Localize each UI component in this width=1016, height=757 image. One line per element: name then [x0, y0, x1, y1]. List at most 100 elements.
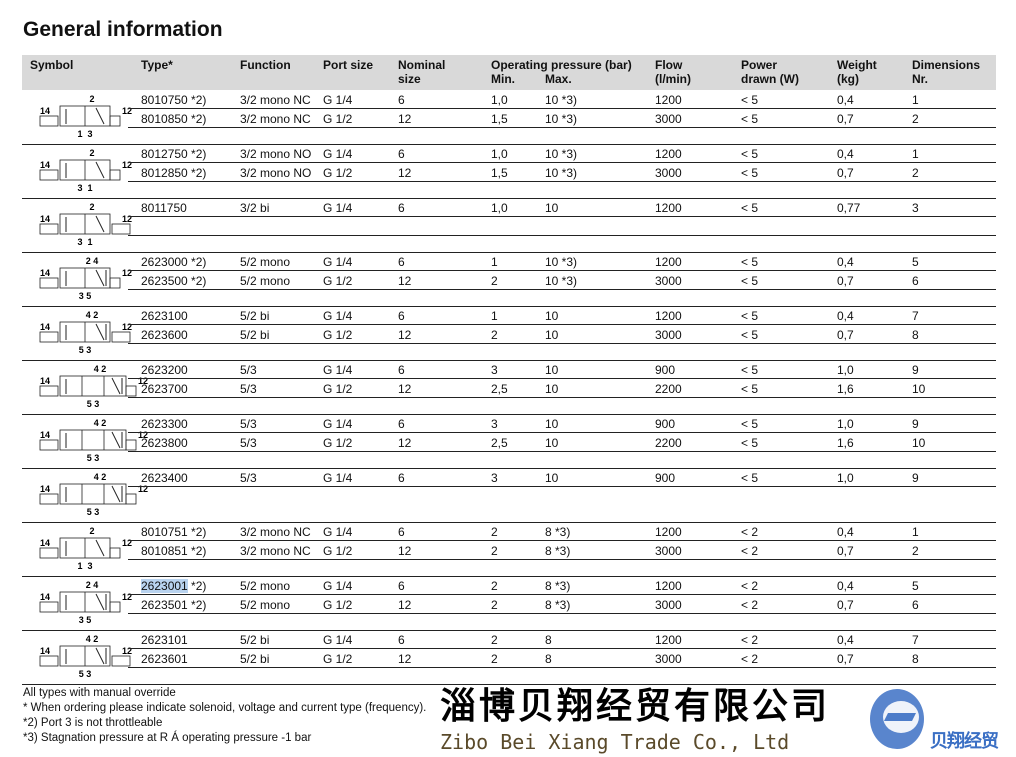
- svg-text:14: 14: [40, 592, 50, 602]
- svg-text:4 2: 4 2: [94, 472, 107, 482]
- valve-symbol-icon: 2 14 12 1 3: [39, 526, 134, 577]
- dim-value: 1: [912, 147, 919, 161]
- cell-power: < 5: [741, 147, 758, 161]
- flow-value: 1200: [655, 201, 682, 215]
- cell-max: 8 *3): [545, 544, 570, 558]
- dim-value: 7: [912, 309, 919, 323]
- cell-nominal: 6: [398, 147, 405, 161]
- cell-function: 5/2 mono: [240, 579, 290, 593]
- cell-nominal: 12: [398, 652, 411, 666]
- cell-function: 3/2 mono NC: [240, 112, 311, 126]
- cell-flow: 3000: [655, 112, 682, 126]
- cell-max: 8 *3): [545, 598, 570, 612]
- cell-max: 10 *3): [545, 147, 577, 161]
- cell-power: < 5: [741, 112, 758, 126]
- cell-port: G 1/4: [323, 633, 352, 647]
- function-value: 5/3: [240, 417, 257, 431]
- svg-text:5 3: 5 3: [79, 669, 92, 679]
- cell-flow: 3000: [655, 598, 682, 612]
- cell-weight: 0,4: [837, 309, 854, 323]
- cell-dim: 7: [912, 309, 919, 323]
- power-value: < 5: [741, 436, 759, 450]
- svg-text:14: 14: [40, 376, 50, 386]
- type-suffix: *2): [187, 579, 207, 593]
- cell-port: G 1/2: [323, 274, 352, 288]
- flow-value: 1200: [655, 633, 682, 647]
- weight-value: 0,7: [837, 166, 854, 180]
- valve-group: 4 2 14 12 5 3 2623101 5/2 bi G 1/4 6 2 8 1200 < 2 0,…: [22, 630, 996, 685]
- cell-nominal: 6: [398, 525, 405, 539]
- weight-value: 1,6: [837, 436, 854, 450]
- cell-max: 10: [545, 201, 558, 215]
- valve-symbol-icon: 2 14 12 3 1: [39, 202, 134, 253]
- flow-value: 3000: [655, 652, 682, 666]
- svg-text:4 2: 4 2: [94, 418, 107, 428]
- cell-function: 3/2 mono NO: [240, 147, 311, 161]
- cell-port: G 1/2: [323, 436, 352, 450]
- cell-dim: 2: [912, 112, 919, 126]
- port-value: G 1/4: [323, 201, 353, 215]
- cell-weight: 0,4: [837, 255, 854, 269]
- svg-text:14: 14: [40, 268, 50, 278]
- port-value: G 1/2: [323, 598, 353, 612]
- nominal-value: 12: [398, 544, 412, 558]
- svg-text:5 3: 5 3: [87, 453, 100, 463]
- cell-function: 3/2 mono NO: [240, 166, 311, 180]
- flow-value: 2200: [655, 382, 682, 396]
- weight-value: 1,6: [837, 382, 854, 396]
- cell-weight: 0,4: [837, 525, 854, 539]
- nominal-value: 12: [398, 166, 412, 180]
- cell-power: < 5: [741, 363, 758, 377]
- flow-value: 900: [655, 471, 676, 485]
- svg-text:1 3: 1 3: [77, 561, 92, 571]
- cell-type: 2623200: [141, 363, 188, 377]
- cell-power: < 5: [741, 382, 758, 396]
- cell-dim: 9: [912, 471, 919, 485]
- cell-flow: 1200: [655, 309, 682, 323]
- cell-weight: 0,4: [837, 147, 854, 161]
- power-value: < 5: [741, 201, 759, 215]
- nominal-value: 12: [398, 328, 412, 342]
- min-value: 1: [491, 255, 498, 269]
- cell-flow: 1200: [655, 147, 682, 161]
- power-value: < 5: [741, 166, 759, 180]
- cell-power: < 5: [741, 93, 758, 107]
- cell-power: < 2: [741, 544, 758, 558]
- cell-weight: 0,4: [837, 93, 854, 107]
- cell-dim: 10: [912, 382, 925, 396]
- cell-flow: 1200: [655, 93, 682, 107]
- port-value: G 1/2: [323, 652, 353, 666]
- type-value: 8012750 *2): [141, 147, 207, 161]
- cell-type: 2623800: [141, 436, 188, 450]
- port-value: G 1/4: [323, 309, 353, 323]
- function-value: 5/3: [240, 471, 257, 485]
- max-value: 10: [545, 436, 559, 450]
- svg-text:12: 12: [122, 646, 132, 656]
- dim-value: 6: [912, 598, 919, 612]
- max-value: 8: [545, 633, 552, 647]
- svg-text:14: 14: [40, 430, 50, 440]
- weight-value: 0,4: [837, 93, 854, 107]
- port-value: G 1/4: [323, 471, 353, 485]
- nominal-value: 6: [398, 471, 405, 485]
- cell-min: 1,5: [491, 112, 508, 126]
- cell-max: 10: [545, 471, 558, 485]
- max-value: 10: [545, 201, 559, 215]
- port-value: G 1/4: [323, 363, 353, 377]
- cell-nominal: 6: [398, 309, 405, 323]
- power-value: < 5: [741, 471, 759, 485]
- weight-value: 1,0: [837, 363, 854, 377]
- cell-max: 10: [545, 328, 558, 342]
- function-value: 3/2 mono NC: [240, 93, 311, 107]
- cell-function: 5/2 bi: [240, 652, 269, 666]
- cell-function: 3/2 mono NC: [240, 93, 311, 107]
- valve-group: 2 14 12 1 3 8010750 *2) 3/2 mono NC G 1/4 6 1,0 1…: [22, 90, 996, 145]
- type-value: 2623400: [141, 471, 188, 485]
- cell-weight: 0,7: [837, 598, 854, 612]
- function-value: 5/2 bi: [240, 633, 270, 647]
- cell-dim: 6: [912, 274, 919, 288]
- cell-min: 2: [491, 328, 498, 342]
- port-value: G 1/4: [323, 255, 353, 269]
- type-value: 2623001: [141, 579, 188, 593]
- svg-text:12: 12: [138, 484, 148, 494]
